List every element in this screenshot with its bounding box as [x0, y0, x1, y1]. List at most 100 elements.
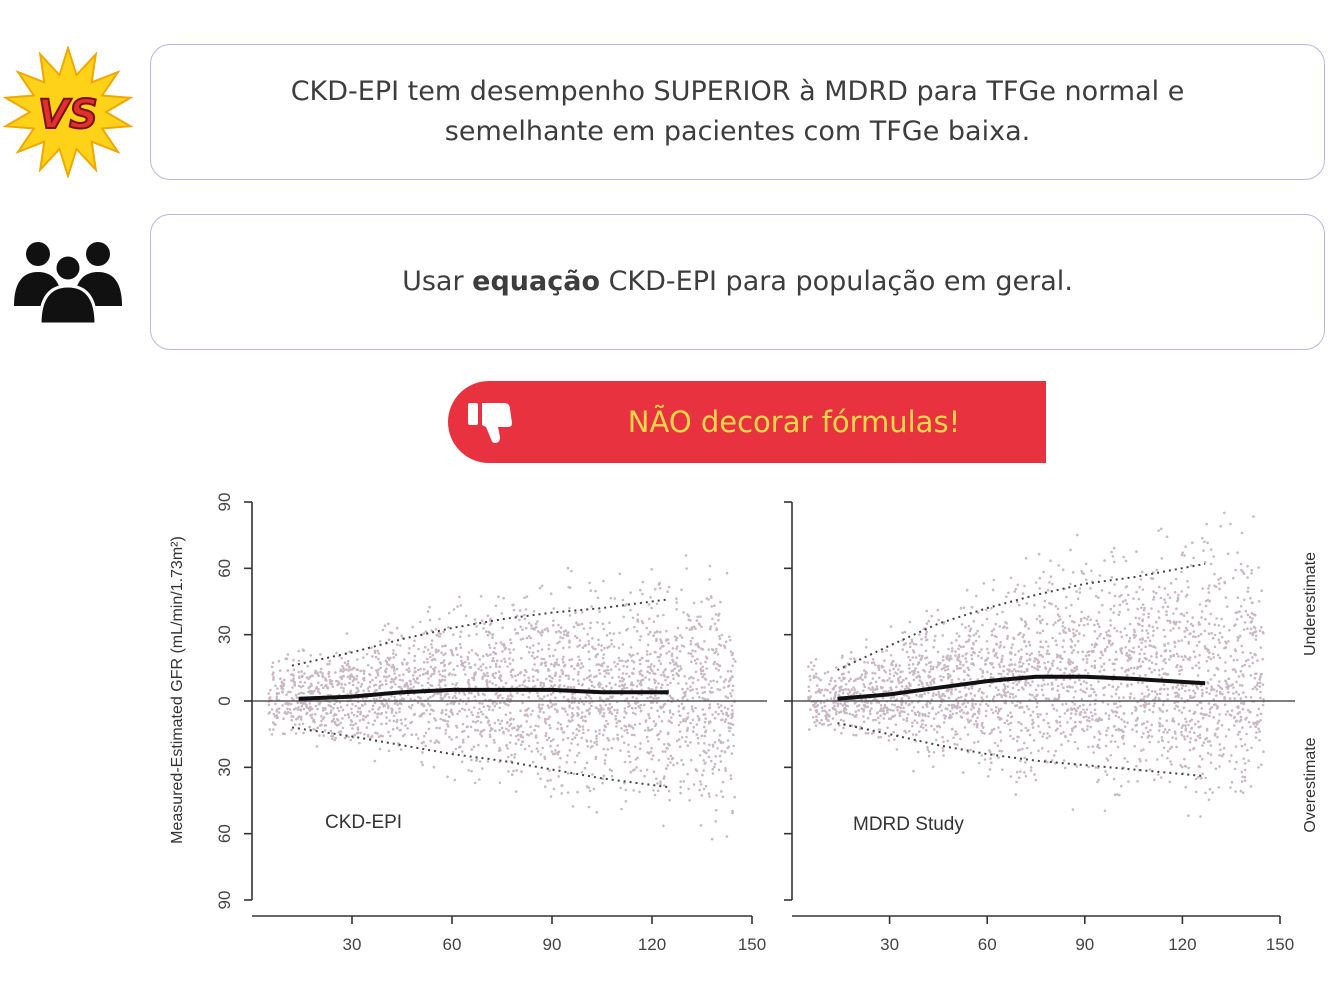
- scatter-point: [1159, 596, 1163, 600]
- scatter-point: [587, 643, 591, 646]
- scatter-point: [1016, 583, 1020, 587]
- scatter-point: [949, 654, 952, 658]
- scatter-point: [967, 668, 971, 671]
- scatter-point: [1164, 601, 1167, 604]
- scatter-point: [1031, 680, 1034, 683]
- scatter-point: [408, 647, 411, 650]
- scatter-point: [925, 705, 929, 708]
- scatter-point: [889, 697, 893, 700]
- scatter-point: [541, 631, 544, 634]
- scatter-point: [331, 719, 335, 723]
- scatter-point: [441, 674, 444, 678]
- scatter-point: [959, 695, 963, 699]
- scatter-point: [914, 643, 918, 646]
- scatter-point: [1138, 638, 1142, 641]
- scatter-point: [1003, 625, 1006, 629]
- scatter-point: [1093, 645, 1096, 649]
- scatter-point: [920, 694, 923, 697]
- scatter-point: [494, 662, 498, 666]
- scatter-point: [1128, 649, 1131, 652]
- scatter-point: [629, 591, 632, 594]
- scatter-point: [618, 684, 621, 688]
- scatter-point: [899, 710, 903, 713]
- scatter-point: [449, 648, 453, 652]
- scatter-point: [485, 683, 489, 687]
- scatter-point: [533, 728, 536, 732]
- scatter-point: [609, 695, 612, 699]
- scatter-point: [290, 697, 294, 700]
- scatter-point: [359, 731, 362, 735]
- scatter-point: [470, 769, 473, 773]
- scatter-point: [852, 657, 856, 660]
- scatter-point: [1172, 620, 1176, 624]
- scatter-point: [689, 721, 692, 725]
- scatter-point: [1155, 692, 1159, 696]
- scatter-point: [1249, 632, 1252, 635]
- scatter-point: [580, 771, 584, 774]
- scatter-point: [704, 698, 707, 701]
- scatter-point: [892, 667, 895, 671]
- scatter-point: [1152, 645, 1156, 648]
- scatter-point: [1235, 690, 1238, 694]
- scatter-point: [388, 658, 391, 661]
- scatter-point: [350, 692, 353, 695]
- scatter-point: [686, 728, 689, 732]
- scatter-point: [324, 684, 327, 688]
- scatter-point: [1139, 578, 1143, 581]
- scatter-point: [879, 714, 882, 717]
- scatter-point: [450, 738, 453, 741]
- scatter-point: [467, 651, 471, 654]
- scatter-point: [470, 758, 473, 762]
- scatter-point: [554, 648, 557, 652]
- scatter-point: [1165, 613, 1168, 617]
- scatter-point: [1240, 744, 1244, 748]
- scatter-point: [1208, 787, 1212, 791]
- scatter-point: [455, 726, 459, 729]
- scatter-point: [542, 657, 546, 661]
- scatter-point: [589, 746, 593, 749]
- scatter-point: [842, 726, 845, 730]
- scatter-point: [927, 619, 931, 623]
- scatter-point: [727, 726, 731, 729]
- scatter-point: [1125, 602, 1129, 606]
- scatter-point: [892, 730, 895, 734]
- scatter-point: [692, 730, 695, 733]
- scatter-point: [730, 653, 734, 657]
- scatter-point: [1205, 522, 1208, 526]
- scatter-point: [986, 775, 990, 778]
- scatter-point: [549, 592, 553, 595]
- scatter-point: [371, 734, 374, 738]
- scatter-point: [718, 635, 721, 638]
- scatter-point: [289, 711, 292, 715]
- scatter-point: [560, 784, 563, 787]
- scatter-point: [1154, 662, 1158, 666]
- scatter-point: [564, 674, 568, 677]
- scatter-point: [571, 719, 574, 722]
- scatter-point: [1109, 607, 1113, 611]
- scatter-point: [536, 668, 539, 672]
- scatter-point: [1234, 670, 1238, 673]
- scatter-point: [1148, 639, 1152, 643]
- scatter-point: [1147, 734, 1151, 737]
- scatter-point: [412, 685, 416, 689]
- scatter-point: [1111, 734, 1114, 737]
- scatter-point: [930, 698, 934, 701]
- scatter-point: [1183, 757, 1186, 761]
- scatter-point: [664, 767, 668, 770]
- scatter-point: [652, 770, 656, 773]
- scatter-point: [671, 697, 674, 700]
- x-tick-label: 90: [543, 935, 562, 954]
- scatter-point: [927, 754, 931, 758]
- scatter-point: [809, 678, 812, 682]
- scatter-point: [1180, 665, 1183, 669]
- scatter-point: [1091, 650, 1094, 654]
- scatter-point: [579, 697, 582, 701]
- scatter-point: [925, 630, 929, 634]
- scatter-point: [1023, 756, 1026, 760]
- scatter-point: [520, 657, 523, 660]
- scatter-point: [498, 677, 502, 681]
- scatter-point: [566, 736, 570, 740]
- scatter-point: [290, 728, 293, 732]
- scatter-point: [411, 703, 414, 707]
- scatter-point: [1037, 552, 1041, 556]
